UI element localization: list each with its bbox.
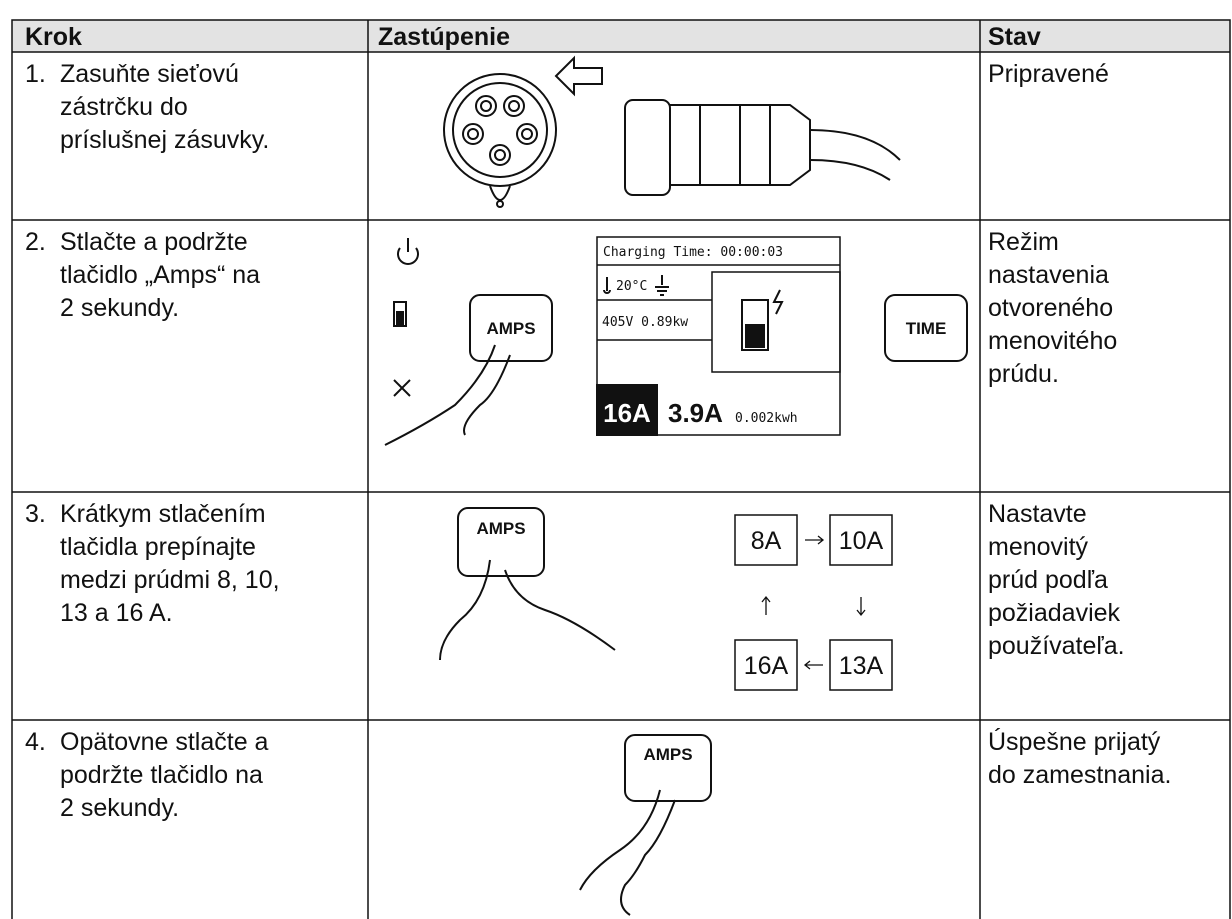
step-text: tlačidlo „Amps“ na: [60, 261, 260, 289]
plug-illustration: [443, 55, 901, 208]
rows: 1. Zasuňte sieťovú zástrčku do príslušnej z…: [25, 60, 1171, 822]
step-number: 4.: [25, 728, 46, 756]
step-text: príslušnej zásuvky.: [60, 126, 269, 154]
step-text: Zasuňte sieťovú: [60, 60, 239, 88]
header: Krok: [25, 23, 82, 51]
button-label: TIME: [906, 319, 947, 338]
status-text: otvoreného: [988, 294, 1113, 322]
button-illustration: [579, 734, 712, 916]
step-text: Krátkym stlačením: [60, 500, 266, 528]
status-text: menovitého: [988, 327, 1117, 355]
step-number: 2.: [25, 228, 46, 256]
current-option: 8A: [751, 527, 782, 555]
status-text: nastavenia: [988, 261, 1109, 289]
current-option: 13A: [839, 652, 884, 680]
table-grid: [11, 19, 1231, 919]
display-text: 405V 0.89kw: [602, 315, 688, 330]
status-text: prúd podľa: [988, 566, 1108, 594]
step-text: 2 sekundy.: [60, 794, 179, 822]
step-number: 1.: [25, 60, 46, 88]
step-text: 2 sekundy.: [60, 294, 179, 322]
display-text: 3.9A: [668, 398, 723, 428]
button-label: AMPS: [486, 319, 535, 338]
header: Stav: [988, 23, 1041, 51]
status-text: Úspešne prijatý: [988, 727, 1161, 756]
display-text: 20°C: [616, 279, 647, 294]
status-text: Nastavte: [988, 500, 1087, 528]
status-text: Režim: [988, 228, 1059, 256]
display-text: Charging Time: 00:00:03: [603, 245, 783, 260]
status-text: menovitý: [988, 533, 1089, 561]
step-number: 3.: [25, 500, 46, 528]
status-text: Pripravené: [988, 60, 1109, 88]
step-text: podržte tlačidlo na: [60, 761, 263, 789]
display-illustration: [384, 236, 968, 446]
button-label: AMPS: [476, 519, 525, 538]
current-option: 16A: [744, 652, 789, 680]
step-text: tlačidla prepínajte: [60, 533, 256, 561]
display-text: 0.002kwh: [735, 411, 798, 426]
current-option: 10A: [839, 527, 884, 555]
step-text: Stlačte a podržte: [60, 228, 248, 256]
button-label: AMPS: [643, 745, 692, 764]
step-text: medzi prúdmi 8, 10,: [60, 566, 280, 594]
step-text: Opätovne stlačte a: [60, 728, 269, 756]
current-cycle-illustration: [439, 507, 893, 691]
step-text: zástrčku do: [60, 93, 188, 121]
status-text: používateľa.: [988, 632, 1125, 660]
status-text: požiadaviek: [988, 599, 1121, 627]
display-text: 16A: [603, 398, 651, 428]
step-text: 13 a 16 A.: [60, 599, 173, 627]
header: Zastúpenie: [378, 23, 510, 51]
status-text: do zamestnania.: [988, 761, 1171, 789]
status-text: prúdu.: [988, 360, 1059, 388]
